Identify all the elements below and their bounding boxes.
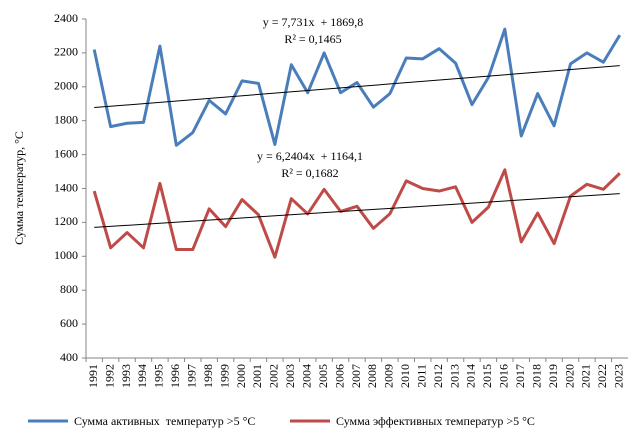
y-tick-label: 2200 [54, 45, 78, 59]
x-tick-label: 2006 [332, 364, 346, 388]
x-tick-label: 2010 [398, 364, 412, 388]
x-tick-label: 2016 [497, 364, 511, 388]
x-tick-label: 1993 [119, 364, 133, 388]
y-tick-label: 1400 [54, 180, 78, 194]
x-tick-label: 2019 [546, 364, 560, 388]
x-tick-label: 1996 [168, 364, 182, 388]
y-tick-label: 1800 [54, 112, 78, 126]
x-tick-label: 1994 [135, 364, 149, 388]
x-tick-label: 1999 [217, 364, 231, 388]
x-tick-label: 2005 [316, 364, 330, 388]
trend-equation: y = 7,731x + 1869,8 [263, 15, 364, 29]
x-tick-label: 2017 [513, 364, 527, 388]
x-tick-label: 2002 [267, 364, 281, 388]
x-tick-label: 2015 [480, 364, 494, 388]
y-tick-label: 400 [60, 350, 78, 364]
x-tick-label: 2000 [234, 364, 248, 388]
x-tick-label: 2022 [595, 364, 609, 388]
trendline [94, 65, 620, 109]
trend-r2: R² = 0,1682 [281, 166, 338, 180]
x-tick-label: 2003 [283, 364, 297, 388]
series-line [92, 168, 621, 259]
x-tick-label: 2020 [562, 364, 576, 388]
x-tick-label: 1992 [102, 364, 116, 388]
trendline [94, 193, 620, 228]
x-tick-label: 2004 [299, 364, 313, 388]
legend-label: Сумма активных температур >5 °С [74, 414, 255, 428]
x-tick-label: 2008 [365, 364, 379, 388]
y-tick-label: 2400 [54, 11, 78, 25]
x-tick-label: 2023 [612, 364, 626, 388]
x-tick-label: 2021 [579, 364, 593, 388]
x-tick-label: 2011 [414, 364, 428, 388]
x-tick-label: 2001 [250, 364, 264, 388]
legend-label: Сумма эффективных температур >5 °С [336, 414, 535, 428]
x-tick-label: 2014 [464, 364, 478, 388]
series-line [92, 27, 622, 147]
x-tick-label: 2012 [431, 364, 445, 388]
y-axis-label: Сумма температур, °С [12, 131, 26, 245]
x-tick-label: 1991 [86, 364, 100, 388]
y-tick-label: 600 [60, 316, 78, 330]
x-tick-label: 1997 [185, 364, 199, 388]
trend-equation: y = 6,2404x + 1164,1 [257, 149, 363, 163]
x-tick-label: 2018 [529, 364, 543, 388]
y-tick-label: 1600 [54, 146, 78, 160]
y-tick-label: 1200 [54, 214, 78, 228]
y-tick-label: 800 [60, 282, 78, 296]
y-tick-label: 2000 [54, 79, 78, 93]
x-tick-label: 2009 [382, 364, 396, 388]
y-tick-label: 1000 [54, 248, 78, 262]
x-tick-label: 2013 [447, 364, 461, 388]
x-tick-label: 1995 [152, 364, 166, 388]
x-tick-label: 1998 [201, 364, 215, 388]
trend-r2: R² = 0,1465 [284, 32, 341, 46]
x-tick-label: 2007 [349, 364, 363, 388]
